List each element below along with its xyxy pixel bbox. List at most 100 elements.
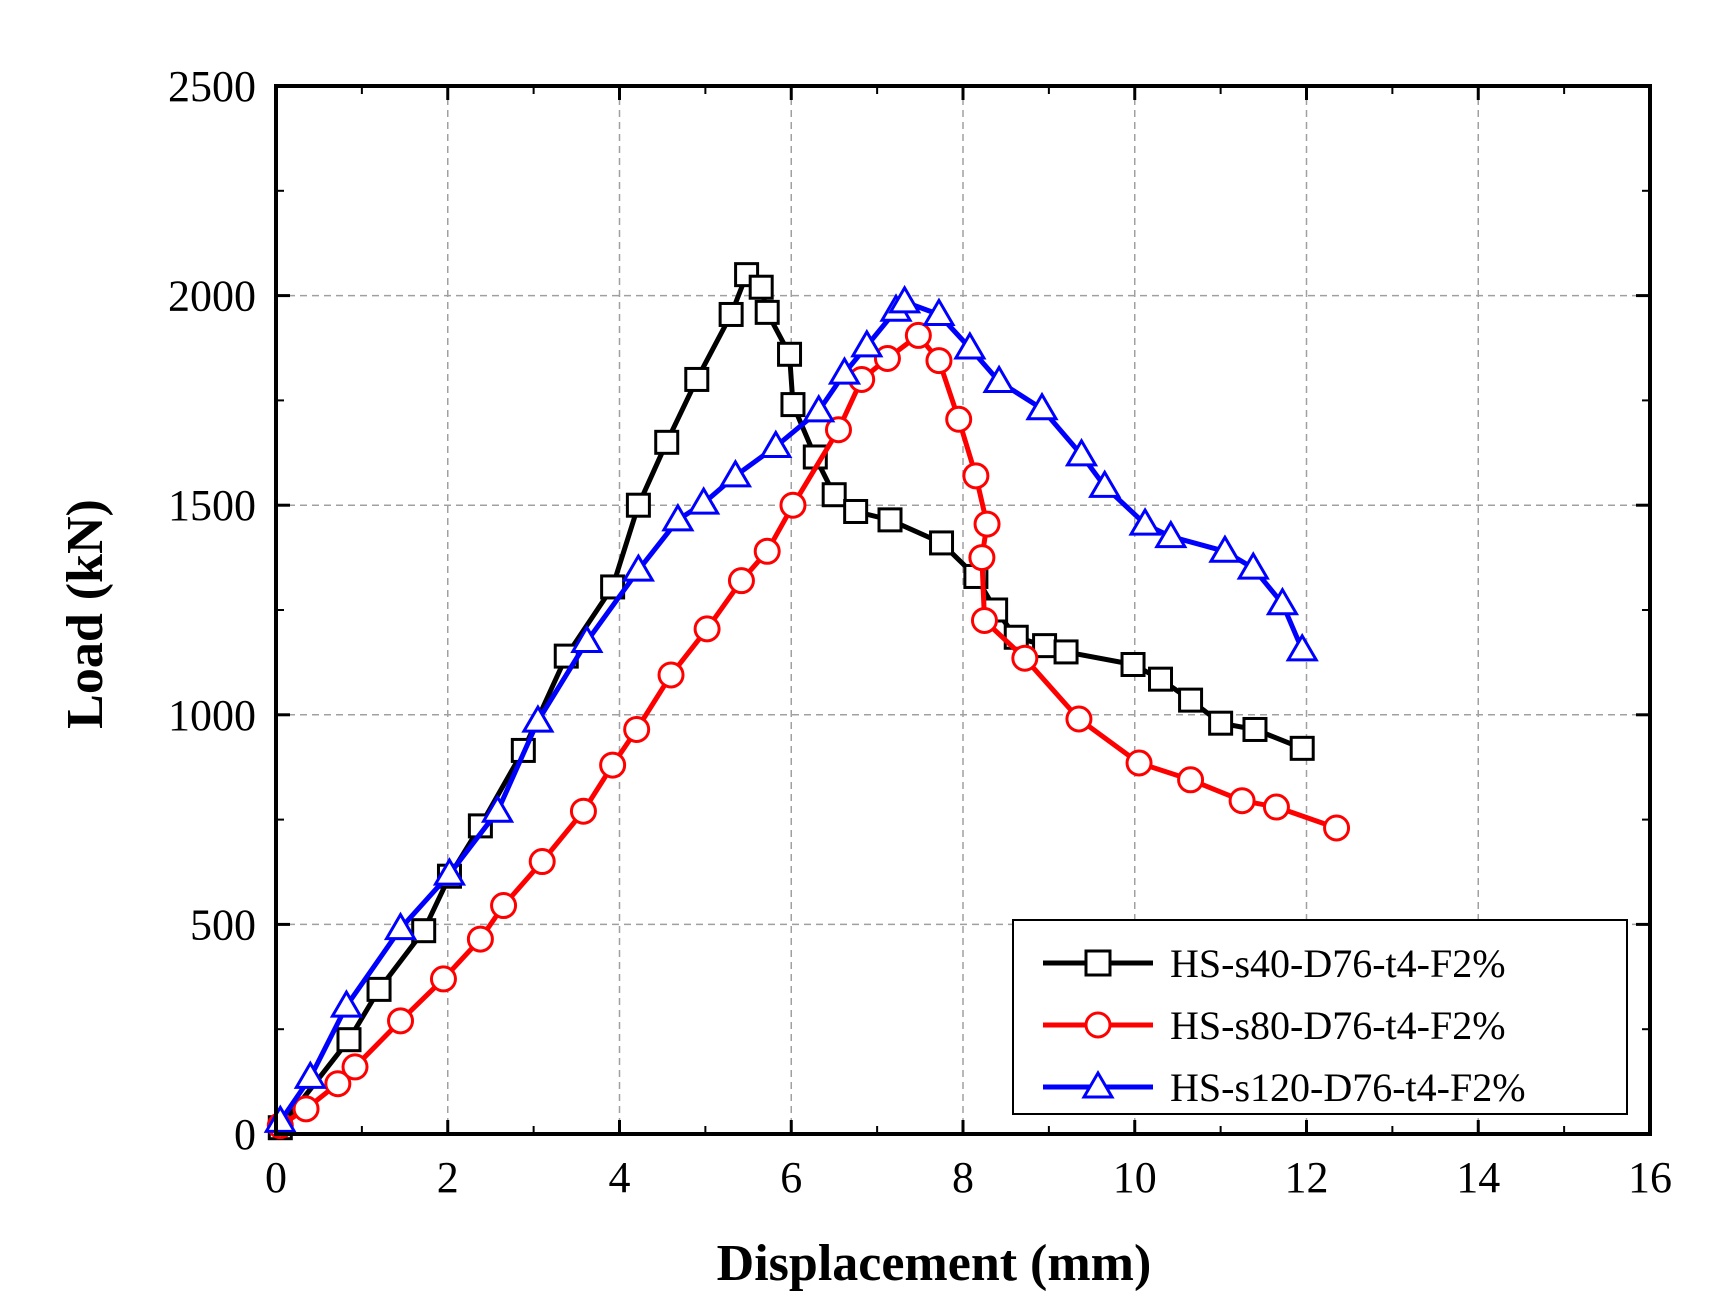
data-point <box>877 507 903 533</box>
data-point <box>718 301 744 327</box>
legend-entry-0: HS-s40-D76-t4-F2% <box>1043 941 1506 986</box>
data-point <box>925 347 953 375</box>
data-point <box>780 392 806 418</box>
data-point <box>1128 507 1162 536</box>
x-tick-label: 0 <box>265 1153 287 1202</box>
data-point <box>528 848 556 876</box>
series-1 <box>266 321 1351 1140</box>
data-point <box>922 297 956 326</box>
data-point <box>953 331 987 360</box>
data-point <box>521 704 555 733</box>
series-layer <box>263 262 1351 1141</box>
y-tick-label: 2000 <box>168 272 256 321</box>
data-point <box>293 1060 327 1089</box>
y-tick-label: 2500 <box>168 62 256 111</box>
data-point <box>383 911 418 941</box>
data-point <box>1228 787 1256 815</box>
data-point <box>779 491 807 519</box>
data-point <box>945 405 973 433</box>
data-point <box>569 797 597 825</box>
y-tick-label: 0 <box>234 1110 256 1159</box>
data-point <box>329 989 364 1018</box>
y-tick-label: 1500 <box>168 481 256 530</box>
data-point <box>754 299 780 325</box>
legend-entry-1: HS-s80-D76-t4-F2% <box>1043 1003 1506 1048</box>
legend-entry-2: HS-s120-D76-t4-F2% <box>1043 1065 1526 1110</box>
grid <box>276 86 1650 1134</box>
legend: HS-s40-D76-t4-F2% HS-s80-D76-t4-F2% HS-s… <box>1012 919 1628 1115</box>
data-point <box>1289 735 1315 761</box>
data-point <box>1148 666 1174 692</box>
data-point <box>777 341 803 367</box>
data-point <box>904 321 932 349</box>
data-point <box>654 429 680 455</box>
data-point <box>1177 766 1205 794</box>
data-point <box>1154 519 1188 549</box>
data-point <box>970 606 998 634</box>
data-point <box>490 892 518 920</box>
data-point <box>1088 469 1122 498</box>
data-point <box>1178 687 1204 713</box>
data-point <box>973 510 1001 538</box>
data-point <box>625 492 651 518</box>
data-point <box>623 715 651 743</box>
data-point <box>843 498 869 524</box>
ticks: 0 2 4 6 8 10 12 14 16 0 500 1000 1500 2000 2500 <box>168 62 1672 1202</box>
data-point <box>621 553 656 582</box>
data-point <box>1265 586 1300 616</box>
data-point <box>1323 814 1351 842</box>
data-point <box>684 366 710 392</box>
data-point <box>873 344 901 372</box>
data-point <box>292 1095 320 1123</box>
series-line-0 <box>278 272 1304 1130</box>
data-point <box>693 615 721 643</box>
x-tick-label: 2 <box>437 1153 459 1202</box>
legend-marker-circle <box>1084 1011 1112 1039</box>
data-point <box>687 486 721 515</box>
data-point <box>336 1027 362 1053</box>
data-point <box>1025 391 1059 421</box>
series-2 <box>263 284 1319 1133</box>
data-point <box>570 624 604 653</box>
data-point <box>599 751 627 779</box>
series-line-1 <box>278 332 1338 1128</box>
data-point <box>1208 534 1242 563</box>
data-point <box>962 462 990 490</box>
data-point <box>802 393 836 423</box>
data-point <box>1242 716 1268 742</box>
y-tick-label: 1000 <box>168 691 256 740</box>
legend-marker-triangle <box>1081 1070 1115 1099</box>
y-axis-title: Load (kN) <box>57 499 114 729</box>
x-axis-title: Displacement (mm) <box>717 1235 1152 1292</box>
data-point <box>982 364 1016 394</box>
data-point <box>341 1053 369 1081</box>
data-point <box>929 530 955 556</box>
data-point <box>748 274 774 300</box>
data-point <box>366 976 392 1002</box>
data-point <box>968 544 996 572</box>
legend-label-2: HS-s120-D76-t4-F2% <box>1170 1065 1526 1110</box>
x-tick-label: 12 <box>1285 1153 1329 1202</box>
legend-label-0: HS-s40-D76-t4-F2% <box>1170 941 1506 986</box>
x-tick-label: 10 <box>1113 1153 1157 1202</box>
data-point <box>850 328 884 358</box>
data-point <box>432 857 467 886</box>
data-point <box>821 482 847 508</box>
data-point <box>1125 749 1153 777</box>
data-point <box>727 567 755 595</box>
x-tick-label: 16 <box>1628 1153 1672 1202</box>
data-point <box>827 356 862 385</box>
data-point <box>263 1104 297 1133</box>
data-point <box>661 502 695 532</box>
data-point <box>466 925 494 953</box>
data-point <box>824 416 852 444</box>
y-tick-label: 500 <box>190 900 256 949</box>
data-point <box>387 1007 415 1035</box>
data-point <box>324 1070 352 1098</box>
data-point <box>411 918 437 944</box>
data-point <box>1011 644 1039 672</box>
data-point <box>1053 639 1079 665</box>
data-point <box>1262 793 1290 821</box>
